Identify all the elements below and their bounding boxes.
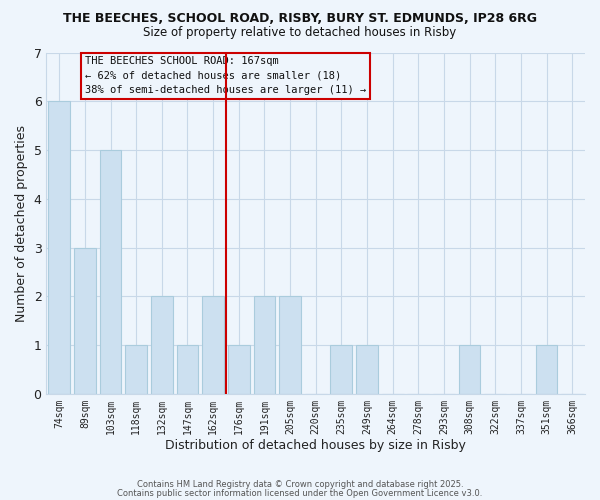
Y-axis label: Number of detached properties: Number of detached properties	[15, 124, 28, 322]
Bar	[74, 248, 96, 394]
Text: Size of property relative to detached houses in Risby: Size of property relative to detached ho…	[143, 26, 457, 39]
X-axis label: Distribution of detached houses by size in Risby: Distribution of detached houses by size …	[165, 440, 466, 452]
Bar	[356, 345, 378, 394]
Bar	[100, 150, 121, 394]
Bar	[254, 296, 275, 394]
Text: Contains public sector information licensed under the Open Government Licence v3: Contains public sector information licen…	[118, 489, 482, 498]
Bar	[279, 296, 301, 394]
Text: THE BEECHES SCHOOL ROAD: 167sqm
← 62% of detached houses are smaller (18)
38% of: THE BEECHES SCHOOL ROAD: 167sqm ← 62% of…	[85, 56, 366, 95]
Text: Contains HM Land Registry data © Crown copyright and database right 2025.: Contains HM Land Registry data © Crown c…	[137, 480, 463, 489]
Bar	[458, 345, 481, 394]
Bar	[331, 345, 352, 394]
Bar	[125, 345, 147, 394]
Bar	[202, 296, 224, 394]
Bar	[49, 102, 70, 394]
Bar	[176, 345, 199, 394]
Bar	[228, 345, 250, 394]
Bar	[151, 296, 173, 394]
Bar	[536, 345, 557, 394]
Text: THE BEECHES, SCHOOL ROAD, RISBY, BURY ST. EDMUNDS, IP28 6RG: THE BEECHES, SCHOOL ROAD, RISBY, BURY ST…	[63, 12, 537, 26]
